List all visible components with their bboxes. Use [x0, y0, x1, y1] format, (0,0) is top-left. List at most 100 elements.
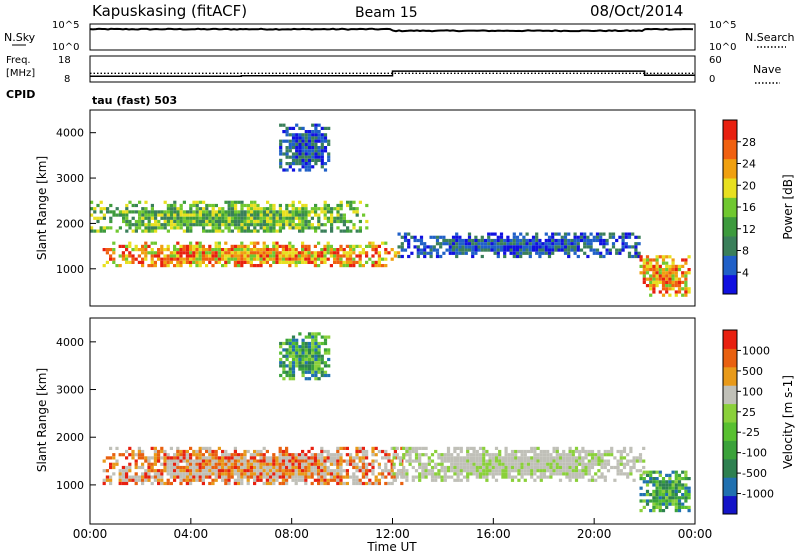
velocity-cell — [536, 446, 540, 450]
velocity-cell — [259, 459, 263, 463]
power-cell — [291, 126, 296, 130]
power-cell — [141, 257, 145, 261]
velocity-cell — [466, 449, 470, 454]
power-cell — [208, 216, 212, 220]
time-x-tick-label: 08:00 — [274, 527, 309, 541]
velocity-cell — [195, 462, 199, 466]
velocity-cell — [587, 469, 591, 473]
velocity-cell — [536, 462, 540, 466]
velocity-cell — [141, 456, 145, 460]
power-cell — [573, 251, 577, 255]
power-cell — [487, 248, 491, 252]
velocity-cell — [674, 509, 678, 513]
power-cell — [374, 244, 378, 248]
power-cell — [288, 133, 292, 137]
velocity-cell — [224, 465, 228, 470]
power-cell — [157, 226, 161, 230]
power-cell — [173, 264, 177, 268]
velocity-cell — [336, 453, 340, 457]
velocity-cell — [658, 470, 662, 474]
velocity-cell — [275, 478, 279, 482]
power-cell — [342, 254, 346, 258]
velocity-cell — [112, 456, 116, 460]
power-cell — [374, 264, 378, 268]
velocity-cell — [295, 338, 299, 342]
power-cell — [645, 264, 650, 268]
velocity-cell — [352, 472, 356, 476]
power-cell — [655, 280, 659, 284]
power-cell — [538, 238, 542, 243]
power-cell — [169, 257, 173, 261]
velocity-cell — [275, 462, 279, 466]
velocity-cell — [262, 459, 266, 463]
velocity-cell — [459, 449, 463, 454]
velocity-cell — [552, 446, 556, 450]
power-cell — [416, 254, 420, 259]
velocity-cell — [237, 469, 241, 473]
velocity-cell — [578, 459, 582, 463]
velocity-cell — [658, 499, 662, 503]
velocity-cell — [147, 465, 151, 470]
power-cell — [237, 223, 241, 227]
velocity-cell — [456, 459, 460, 463]
power-cell — [150, 264, 154, 268]
velocity-cell — [282, 370, 286, 374]
velocity-y-label: Slant Range [km] — [35, 368, 49, 472]
velocity-cell — [546, 453, 550, 457]
power-cell — [288, 216, 292, 220]
velocity-cell — [687, 493, 691, 497]
power-cell — [221, 223, 225, 227]
power-cell — [285, 152, 289, 156]
velocity-cell — [459, 446, 463, 450]
velocity-cell — [281, 472, 285, 476]
power-cell — [291, 260, 295, 264]
velocity-cell — [622, 449, 627, 454]
velocity-cell — [485, 453, 489, 457]
power-cell — [522, 242, 526, 246]
velocity-cell — [523, 465, 527, 470]
velocity-cell — [674, 483, 678, 487]
velocity-cell — [668, 493, 672, 497]
power-cell — [294, 251, 298, 255]
velocity-cell — [105, 475, 109, 479]
power-cell — [189, 210, 193, 214]
velocity-cell — [192, 462, 196, 466]
power-cell — [198, 264, 202, 268]
velocity-cell — [533, 456, 537, 460]
velocity-cell — [421, 469, 425, 473]
velocity-cell — [446, 469, 451, 473]
power-cell — [314, 136, 318, 140]
velocity-colorbar-tick-label: 100 — [742, 385, 763, 398]
power-cell — [336, 226, 340, 230]
velocity-cell — [246, 478, 250, 482]
velocity-cell — [173, 456, 177, 460]
power-cell — [301, 165, 305, 169]
velocity-cell — [182, 453, 186, 457]
power-cell — [163, 213, 167, 217]
velocity-cell — [523, 456, 527, 460]
power-cell — [134, 229, 138, 233]
power-cell — [390, 248, 394, 252]
velocity-cell — [584, 469, 588, 473]
velocity-cell — [118, 481, 122, 486]
velocity-cell — [536, 459, 540, 463]
velocity-cell — [192, 472, 196, 476]
velocity-cell — [345, 469, 349, 473]
velocity-cell — [494, 465, 499, 470]
velocity-cell — [320, 453, 324, 457]
power-cell — [674, 280, 678, 284]
velocity-cell — [246, 475, 250, 479]
velocity-cell — [153, 462, 157, 466]
velocity-cell — [453, 462, 457, 466]
power-cell — [285, 139, 289, 143]
velocity-cell — [501, 459, 505, 463]
velocity-cell — [237, 456, 241, 460]
power-cell — [515, 242, 520, 246]
velocity-cell — [649, 477, 653, 481]
power-cell — [349, 251, 353, 255]
power-cell — [138, 210, 142, 214]
noise-sky-line — [89, 27, 694, 33]
velocity-cell — [674, 493, 678, 497]
velocity-cell — [166, 472, 170, 476]
velocity-cell — [243, 459, 247, 463]
